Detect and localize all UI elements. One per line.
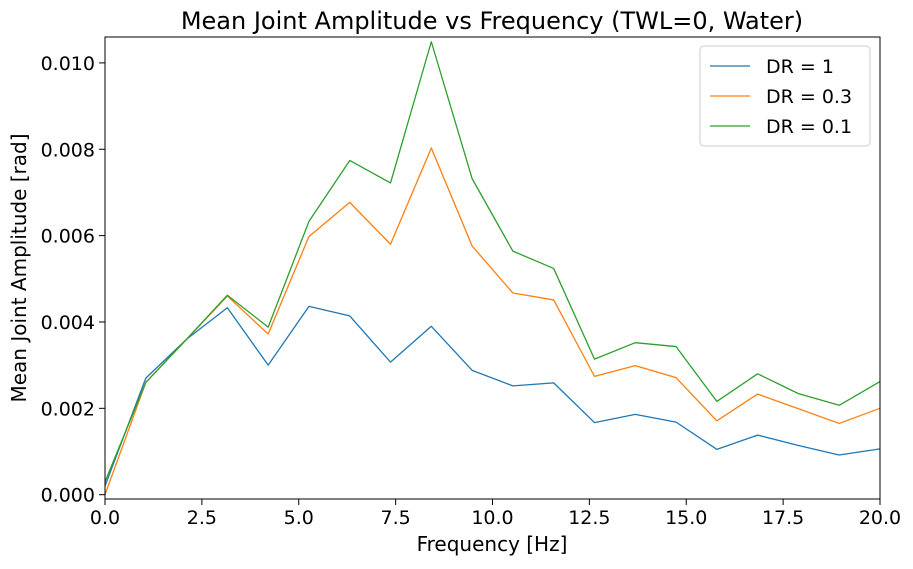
- x-tick-label: 0.0: [90, 507, 120, 529]
- x-axis: 0.0 2.5 5.0 7.5 10.0 12.5 15.0 17.5 20.0: [90, 499, 901, 529]
- y-axis: 0.000 0.002 0.004 0.006 0.008 0.010: [41, 53, 105, 507]
- legend-label: DR = 0.3: [766, 86, 852, 108]
- series-line-3: [104, 41, 881, 482]
- x-tick-label: 20.0: [859, 507, 901, 529]
- x-tick-label: 12.5: [568, 507, 610, 529]
- series-line-1: [104, 305, 881, 487]
- x-axis-label: Frequency [Hz]: [417, 532, 568, 556]
- legend-label: DR = 1: [766, 56, 834, 78]
- y-tick-label: 0.006: [41, 226, 95, 248]
- y-axis-label: Mean Joint Amplitude [rad]: [7, 133, 31, 402]
- y-tick-label: 0.004: [41, 312, 95, 334]
- x-tick-label: 17.5: [762, 507, 804, 529]
- legend-label: DR = 0.1: [766, 116, 852, 138]
- y-tick-label: 0.002: [41, 398, 95, 420]
- series-line-2: [104, 147, 881, 495]
- y-tick-label: 0.010: [41, 53, 95, 75]
- y-tick-label: 0.000: [41, 485, 95, 507]
- x-tick-label: 2.5: [187, 507, 217, 529]
- chart-title: Mean Joint Amplitude vs Frequency (TWL=0…: [181, 7, 803, 35]
- x-tick-label: 5.0: [284, 507, 314, 529]
- legend: DR = 1 DR = 0.3 DR = 0.1: [699, 45, 871, 147]
- legend-box: [699, 45, 871, 147]
- x-tick-label: 10.0: [471, 507, 513, 529]
- x-tick-label: 7.5: [381, 507, 411, 529]
- y-tick-label: 0.008: [41, 139, 95, 161]
- x-tick-label: 15.0: [665, 507, 707, 529]
- plot-lines: [104, 41, 881, 495]
